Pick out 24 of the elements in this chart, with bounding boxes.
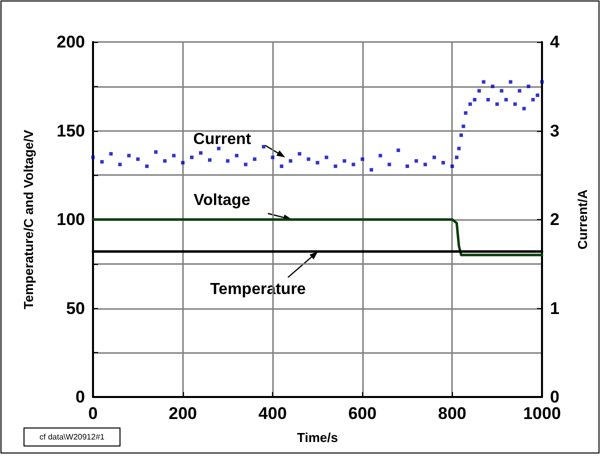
y2-tick-label: 2 (550, 210, 560, 229)
y2-axis-title: Current/A (575, 188, 590, 250)
y-axis-title: Temperature/C and Voltage/V (21, 129, 36, 310)
text: cf data\W20912#1 (40, 432, 106, 442)
annotation: Current (193, 130, 252, 148)
annotation: Temperature (210, 280, 306, 298)
x-tick-label: 0 (88, 404, 98, 423)
line-series (92, 218, 544, 256)
x-tick-label: 800 (438, 404, 466, 423)
y2-tick-label: 0 (550, 388, 560, 406)
x-tick-label: 1000 (523, 404, 561, 423)
y2-tick-label: 4 (550, 32, 560, 52)
x-tick-label: 200 (168, 404, 197, 423)
y-tick-label: 200 (56, 32, 85, 52)
x-axis-title: Time/s (297, 430, 338, 445)
y-tick-label: 150 (56, 121, 85, 140)
annotation: Voltage (194, 192, 250, 209)
y-tick-label: 50 (66, 298, 85, 318)
y2-tick-label: 3 (550, 121, 560, 140)
y2-tick-label: 1 (550, 298, 560, 318)
y-tick-label: 100 (56, 210, 85, 229)
y-tick-label: 0 (76, 388, 85, 406)
x-tick-label: 400 (258, 404, 287, 423)
x-tick-label: 600 (348, 404, 377, 423)
